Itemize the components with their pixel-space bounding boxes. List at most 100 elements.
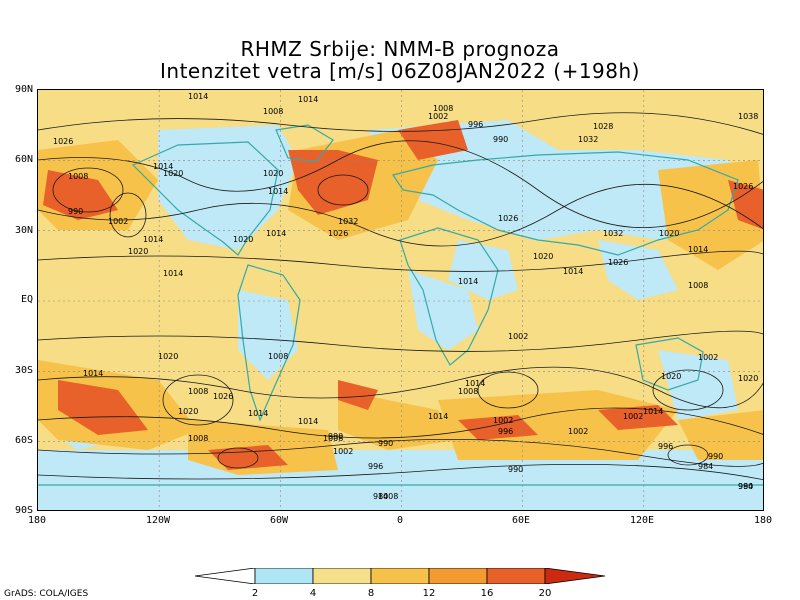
isobar-label: 1014 (248, 409, 268, 418)
isobar-label: 1014 (83, 369, 103, 378)
isobar-label: 1014 (465, 379, 485, 388)
isobar-label: 1008 (188, 434, 208, 443)
isobar-label: 1026 (498, 214, 518, 223)
isobar-label: 1014 (428, 412, 448, 421)
isobar-label: 1020 (163, 169, 183, 178)
isobar-label: 996 (658, 442, 673, 451)
isobar-label: 990 (493, 135, 508, 144)
colorbar-segment-2-4 (254, 568, 314, 584)
graticule (38, 90, 763, 510)
map-canvas: 1014100810141008100299699010281032103810… (38, 90, 763, 510)
isobar-label: 1008 (268, 352, 288, 361)
isobar-label: 1032 (603, 229, 623, 238)
isobar-label: 1014 (266, 229, 286, 238)
colorbar-segment-lt2 (195, 568, 256, 584)
isobar-label: 990 (738, 482, 753, 491)
colorbar-segment-12-16 (428, 568, 488, 584)
colorbar-segment-gt20 (544, 568, 605, 584)
isobar-label: 990 (328, 432, 343, 441)
isobar-label: 1008 (433, 104, 453, 113)
isobar-label: 1020 (158, 352, 178, 361)
colorbar-tick-16: 16 (480, 588, 494, 599)
isobar-label: 1008 (188, 387, 208, 396)
isobar-label: 1014 (188, 92, 208, 101)
isobar-label: 1002 (108, 217, 128, 226)
isobar-label: 1002 (493, 416, 513, 425)
isobar-label: 1008 (378, 492, 398, 501)
lat-label-60s: 60S (14, 435, 33, 446)
lat-label-90n: 90N (14, 84, 33, 95)
isobar-label: 1026 (733, 182, 753, 191)
isobar-labels: 1014100810141008100299699010281032103810… (53, 92, 758, 501)
isobar-label: 1038 (738, 112, 758, 121)
colorbar-tick-20: 20 (538, 588, 552, 599)
coast-south-america (237, 264, 301, 422)
lon-label-0: 0 (396, 515, 404, 526)
lon-label-120w: 120W (145, 515, 171, 526)
isobar-label: 996 (368, 462, 383, 471)
coast-australia (635, 337, 704, 391)
colorbar-tick-4: 4 (309, 588, 317, 599)
isobar-label: 1014 (458, 277, 478, 286)
coast-eurasia (392, 151, 739, 256)
isobar-label: 1020 (533, 252, 553, 261)
isobar-label: 996 (468, 120, 483, 129)
isobar-label: 990 (378, 439, 393, 448)
isobar-label: 1028 (593, 122, 613, 131)
isobar-label: 1008 (688, 281, 708, 290)
isobar-label: 1020 (661, 372, 681, 381)
isobar-label: 1026 (328, 229, 348, 238)
chart-title-line2: Intenzitet vetra [m/s] 06Z08JAN2022 (+19… (160, 59, 640, 83)
isobar-label: 1008 (68, 172, 88, 181)
isobar-label: 1002 (333, 447, 353, 456)
isobar-label: 1020 (263, 169, 283, 178)
lat-label-90s: 90S (14, 505, 33, 516)
coast-north-america (131, 141, 279, 256)
isobar-label: 990 (508, 465, 523, 474)
isobar-label: 996 (498, 427, 513, 436)
isobar-label: 990 (708, 452, 723, 461)
coast-africa (399, 227, 499, 366)
lon-label-120e: 120E (629, 515, 655, 526)
isobar-label: 1014 (268, 187, 288, 196)
isobar-label: 1014 (643, 407, 663, 416)
software-credit: GrADS: COLA/IGES (4, 589, 89, 599)
isobar-label: 984 (738, 482, 753, 491)
isobar-label: 1014 (153, 162, 173, 171)
lon-label-60e: 60E (511, 515, 531, 526)
isobar-label: 1014 (163, 269, 183, 278)
lat-label-30n: 30N (14, 225, 33, 236)
isobar-label: 1002 (508, 332, 528, 341)
colorbar (195, 568, 605, 584)
isobar-label: 1008 (323, 434, 343, 443)
isobar-label: 990 (68, 207, 83, 216)
isobar-label: 1014 (298, 95, 318, 104)
isobar-label: 1020 (178, 407, 198, 416)
lat-label-eq: EQ (20, 294, 33, 305)
isobar-label: 1008 (263, 107, 283, 116)
isobar-label: 1020 (738, 374, 758, 383)
isobar-label: 1026 (53, 137, 73, 146)
isobar-label: 1020 (128, 247, 148, 256)
wind-speed-map: 1014 1008 1014 1008 1002 996 990 1028 1032 1038 10… (37, 89, 764, 511)
isobar-label: 1032 (578, 135, 598, 144)
chart-title-line1: RHMZ Srbije: NMM-B prognoza (240, 37, 560, 61)
colorbar-tick-12: 12 (422, 588, 436, 599)
isobar-label: 1002 (428, 112, 448, 121)
isobar-label: 1002 (568, 427, 588, 436)
colorbar-tick-8: 8 (367, 588, 375, 599)
isobar-label: 1008 (458, 387, 478, 396)
isobar-label: 1020 (233, 235, 253, 244)
lat-label-60n: 60N (14, 154, 33, 165)
lon-label-180e: 180 (753, 515, 773, 526)
colorbar-segment-16-20 (486, 568, 546, 584)
isobar-label: 1014 (563, 267, 583, 276)
coast-greenland (275, 124, 334, 163)
colorbar-tick-2: 2 (251, 588, 259, 599)
isobar-label: 1002 (698, 353, 718, 362)
lon-label-180w: 180 (27, 515, 47, 526)
lon-label-60w: 60W (269, 515, 289, 526)
isobar-label: 1014 (688, 245, 708, 254)
isobar-label: 1014 (298, 417, 318, 426)
lat-label-30s: 30S (14, 365, 33, 376)
